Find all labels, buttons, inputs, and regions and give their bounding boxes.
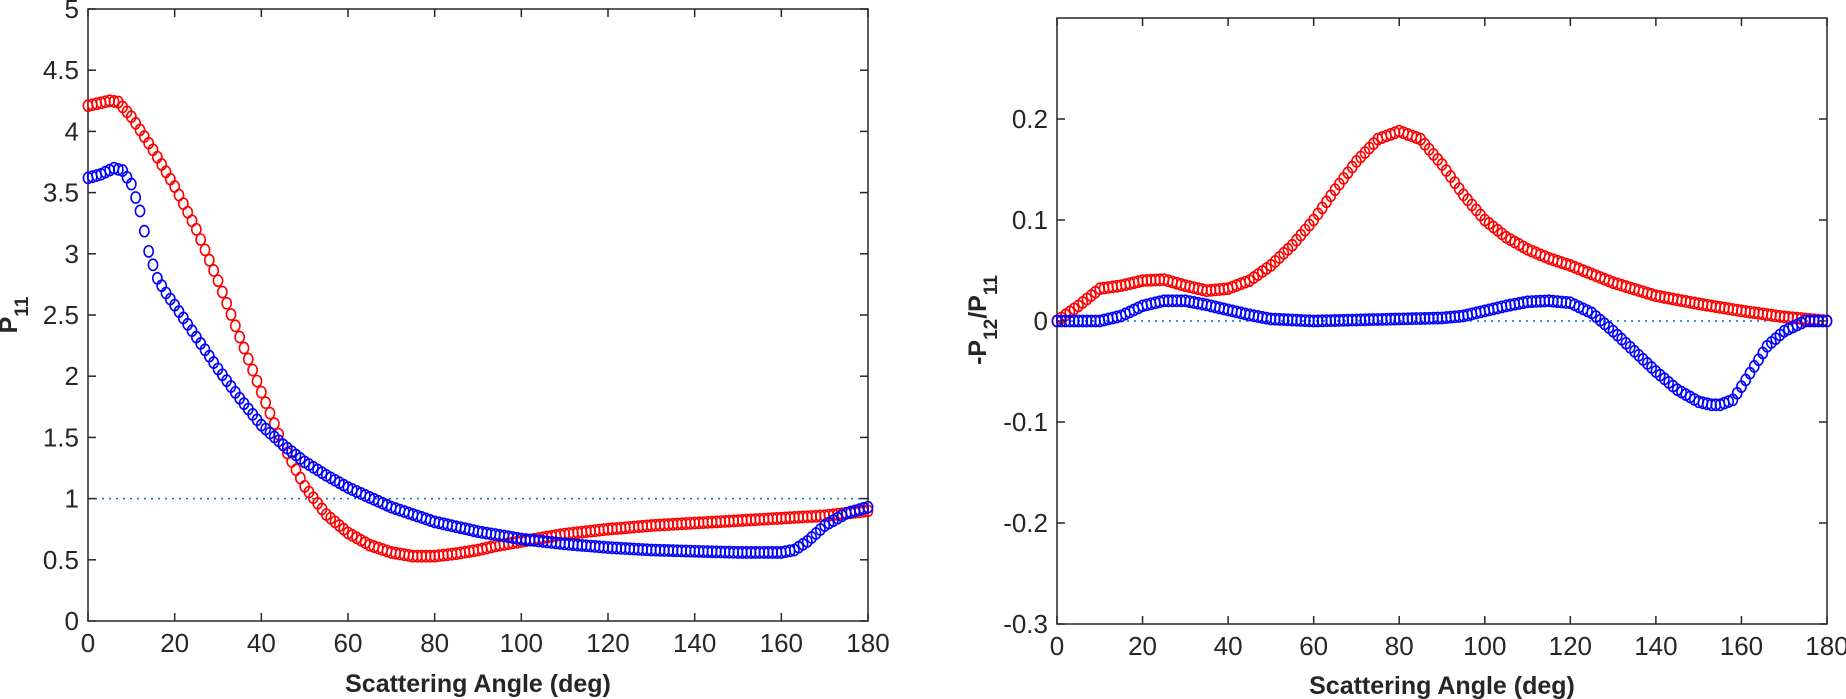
- p11-x-tick-label: 0: [81, 628, 95, 658]
- p11-y-tick-label: 0: [65, 606, 79, 636]
- data-point: [260, 396, 272, 410]
- p12-ratio-ticks: 0 20 40 60 80 100 120 140 160 180 -0.3 -0.2 -0.1 0 0.1…: [1003, 18, 1846, 661]
- data-point: [143, 244, 155, 258]
- p12-ratio-y-axis-title-sub2: 11: [981, 275, 1002, 296]
- p12-ratio-y-axis-title-part1: -P: [964, 340, 992, 365]
- p11-series-red: [82, 94, 874, 563]
- p11-x-tick-label: 140: [673, 628, 716, 658]
- data-point: [242, 352, 254, 366]
- p12-ratio-x-tick-label: 80: [1385, 631, 1414, 661]
- p11-x-tick-label: 120: [586, 628, 629, 658]
- p11-x-tick-label: 180: [846, 628, 889, 658]
- p12-ratio-x-tick-label: 100: [1463, 631, 1506, 661]
- p11-y-tick-label: 2.5: [43, 300, 79, 330]
- p12-ratio-y-tick-label: -0.1: [1003, 407, 1048, 437]
- data-point: [290, 463, 302, 477]
- data-point: [1410, 131, 1422, 144]
- data-point: [216, 285, 228, 299]
- p12-ratio-plot: 0 20 40 60 80 100 120 140 160 180 -0.3 -0.2 -0.1 0 0.1…: [964, 17, 1846, 699]
- data-point: [212, 274, 224, 288]
- p12-ratio-marks: [1051, 124, 1833, 412]
- p12-ratio-y-tick-label: 0.1: [1012, 205, 1048, 235]
- p11-y-axis-title-sub: 11: [12, 296, 33, 317]
- p11-y-tick-label: 3: [65, 239, 79, 269]
- p11-x-tick-label: 80: [420, 628, 449, 658]
- data-point: [208, 264, 220, 277]
- p11-marks: [82, 94, 874, 563]
- data-point: [195, 233, 207, 247]
- data-point: [134, 204, 146, 218]
- p12-ratio-x-tick-label: 40: [1214, 631, 1243, 661]
- data-point: [112, 162, 124, 176]
- data-point: [255, 385, 267, 399]
- p12-ratio-y-tick-label: -0.2: [1003, 508, 1048, 538]
- p12-ratio-y-axis-title-sub1: 12: [981, 319, 1002, 340]
- p12-ratio-x-tick-label: 120: [1549, 631, 1592, 661]
- p12-ratio-y-tick-label: 0.2: [1012, 104, 1048, 134]
- data-point: [203, 253, 215, 267]
- data-point: [221, 296, 233, 310]
- data-point: [199, 243, 211, 257]
- data-point: [1239, 275, 1251, 289]
- p12-ratio-x-tick-label: 160: [1720, 631, 1763, 661]
- p11-y-tick-label: 3.5: [43, 178, 79, 208]
- data-point: [147, 258, 159, 272]
- p11-y-tick-label: 0.5: [43, 545, 79, 575]
- p12-ratio-y-tick-label: -0.3: [1003, 609, 1048, 639]
- p12-ratio-x-tick-label: 20: [1128, 631, 1157, 661]
- data-point: [238, 341, 250, 355]
- p11-series-blue: [82, 161, 874, 559]
- p12-ratio-y-axis-title: -P12/P11: [964, 275, 1002, 365]
- data-point: [251, 374, 263, 388]
- p11-y-axis-title: P11: [0, 296, 33, 333]
- data-point: [858, 501, 870, 515]
- p11-x-tick-label: 160: [760, 628, 803, 658]
- p11-y-tick-label: 4: [65, 116, 79, 146]
- p11-y-tick-label: 1.5: [43, 422, 79, 452]
- p12-ratio-x-tick-label: 0: [1050, 631, 1064, 661]
- p11-y-tick-label: 2: [65, 361, 79, 391]
- p11-x-tick-label: 100: [500, 628, 543, 658]
- p11-x-tick-label: 40: [247, 628, 276, 658]
- data-point: [130, 191, 142, 204]
- data-point: [264, 406, 276, 420]
- p12-ratio-y-axis-title-part2: /P: [964, 295, 992, 319]
- data-point: [190, 222, 202, 236]
- data-point: [125, 177, 137, 191]
- data-point: [862, 500, 874, 514]
- data-point: [138, 224, 150, 238]
- data-point: [108, 95, 120, 108]
- p12-ratio-x-tick-label: 60: [1299, 631, 1328, 661]
- p11-x-tick-label: 20: [160, 628, 189, 658]
- data-point: [1817, 314, 1829, 328]
- p11-x-tick-label: 60: [334, 628, 363, 658]
- data-point: [294, 471, 306, 485]
- data-point: [229, 319, 241, 333]
- p12-ratio-x-axis-title: Scattering Angle (deg): [1309, 672, 1575, 699]
- p11-plot: 0 20 40 60 80 100 120 140 160 180 0 0.5 1 1.5 2 2.5 3 3.5…: [0, 0, 890, 698]
- p11-ticks: 0 20 40 60 80 100 120 140 160 180 0 0.5 1 1.5 2 2.5 3 3.5…: [43, 0, 890, 658]
- p11-y-tick-label: 5: [65, 0, 79, 24]
- p12-ratio-series-blue: [1051, 294, 1833, 412]
- data-point: [225, 308, 237, 321]
- p11-y-tick-label: 1: [65, 484, 79, 514]
- data-point: [247, 363, 259, 377]
- p11-x-axis-title: Scattering Angle (deg): [345, 670, 611, 698]
- p11-y-axis-title-main: P: [0, 317, 23, 334]
- p12-ratio-x-tick-label: 140: [1634, 631, 1677, 661]
- p12-ratio-y-tick-label: 0: [1034, 306, 1048, 336]
- p12-ratio-x-tick-label: 180: [1805, 631, 1846, 661]
- p11-y-tick-label: 4.5: [43, 55, 79, 85]
- data-point: [234, 330, 246, 344]
